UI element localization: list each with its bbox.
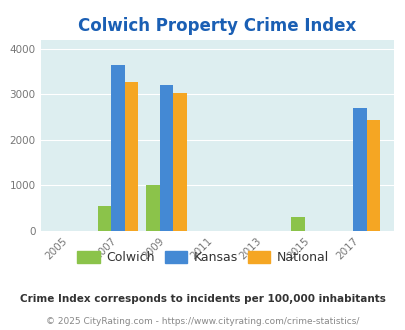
Title: Colwich Property Crime Index: Colwich Property Crime Index (78, 17, 356, 35)
Bar (352, 109, 366, 231)
Text: © 2025 CityRating.com - https://www.cityrating.com/crime-statistics/: © 2025 CityRating.com - https://www.city… (46, 317, 359, 326)
Bar (173, 93, 186, 231)
Bar (290, 217, 304, 231)
Bar (124, 82, 138, 231)
Bar (159, 85, 173, 231)
Bar (146, 185, 159, 231)
Bar (98, 206, 111, 231)
Bar (366, 120, 379, 231)
Text: Crime Index corresponds to incidents per 100,000 inhabitants: Crime Index corresponds to incidents per… (20, 294, 385, 304)
Legend: Colwich, Kansas, National: Colwich, Kansas, National (72, 246, 333, 269)
Bar (111, 65, 124, 231)
